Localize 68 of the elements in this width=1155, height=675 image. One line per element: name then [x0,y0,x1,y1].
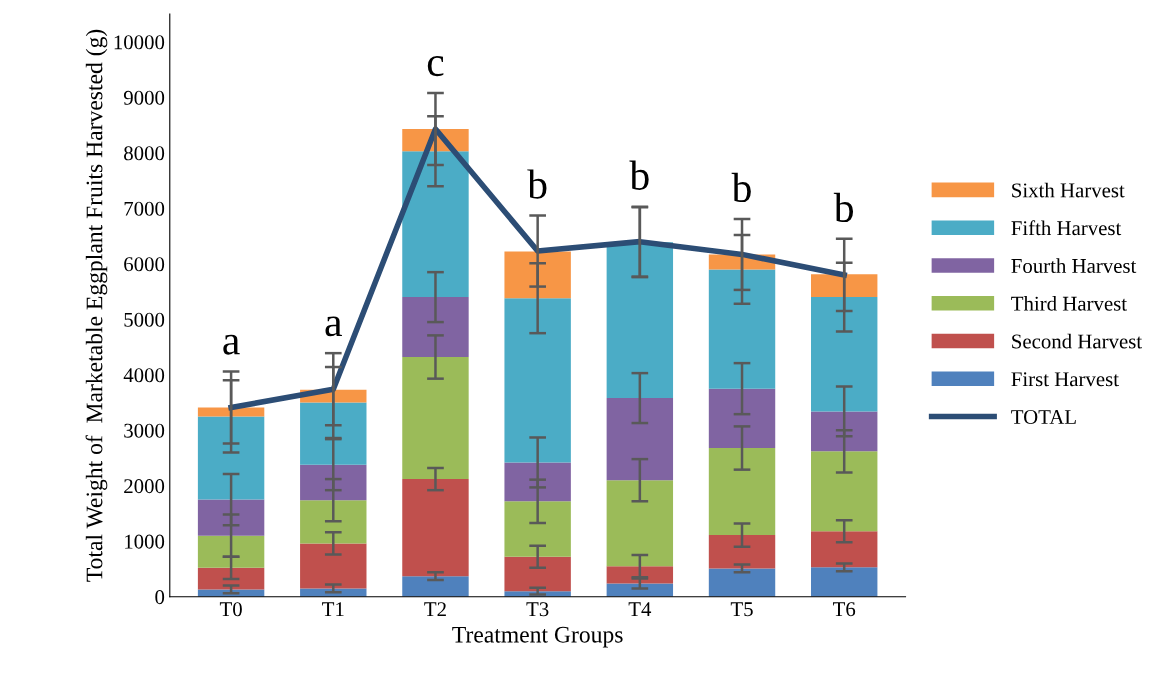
legend-label: Third Harvest [1011,296,1127,311]
y-tick-label: 0 [155,590,165,605]
x-tick-label: T1 [322,602,344,617]
annotation: b [629,160,649,190]
bar [811,297,878,412]
bar [402,357,469,480]
bar [504,251,571,299]
x-axis-title: Treatment Groups [452,626,623,648]
bar [402,297,469,358]
y-tick-label: 8000 [124,146,165,161]
legend-label: First Harvest [1011,372,1119,387]
annotation: b [731,172,751,203]
y-tick-label: 6000 [124,257,165,272]
annotation: a [325,316,342,337]
bar [197,567,265,590]
annotation: c [427,56,444,77]
x-tick-label: T2 [424,602,446,617]
bar [708,269,776,389]
y-tick-label: 3000 [124,423,165,438]
y-tick-label: 5000 [124,312,165,327]
bar [811,411,878,452]
y-tick-label: 9000 [123,90,165,105]
annotation: b [833,192,854,223]
bar [300,543,367,589]
bar [402,576,469,597]
bar [708,448,776,536]
bar [300,402,367,465]
bar [197,499,265,536]
bar [811,531,878,568]
bar [300,500,367,544]
annotation: b [527,169,547,199]
x-tick-label: T6 [833,602,856,617]
bar [708,535,776,569]
y-tick-label: 1000 [125,534,165,549]
bar [504,298,571,463]
bar [606,583,674,597]
y-tick-label: 7000 [124,201,165,216]
legend-label: Fourth Harvest [1011,258,1137,273]
bar [402,479,469,577]
bar [504,556,571,592]
legend-label: Sixth Harvest [1012,182,1125,198]
bar [811,451,878,532]
x-tick-label: T5 [730,602,753,617]
annotation: a [223,334,240,355]
bar [606,480,674,567]
legend-label: Fifth Harvest [1011,220,1122,236]
bar [606,398,674,481]
bar [300,464,367,501]
bar [504,501,571,557]
bar [606,242,674,399]
bar [708,568,776,597]
y-tick-label: 10000 [114,35,165,50]
x-tick-label: T0 [219,602,242,617]
bar [606,566,674,584]
legend-label: Second Harvest [1012,333,1142,349]
x-tick-label: T3 [526,602,549,617]
bar [197,416,265,500]
bar [504,462,571,502]
y-tick-label: 2000 [124,479,165,494]
bar [811,567,878,597]
bar [197,535,265,568]
x-tick-label: T4 [628,602,652,617]
bar [708,388,776,449]
legend-label: TOTAL [1011,410,1076,425]
bar [402,151,469,298]
y-tick-label: 4000 [123,368,165,383]
bar [811,274,878,298]
y-axis-title: Total Weight of Marketable Eggplant Fruits Harvested (g) [85,29,108,582]
